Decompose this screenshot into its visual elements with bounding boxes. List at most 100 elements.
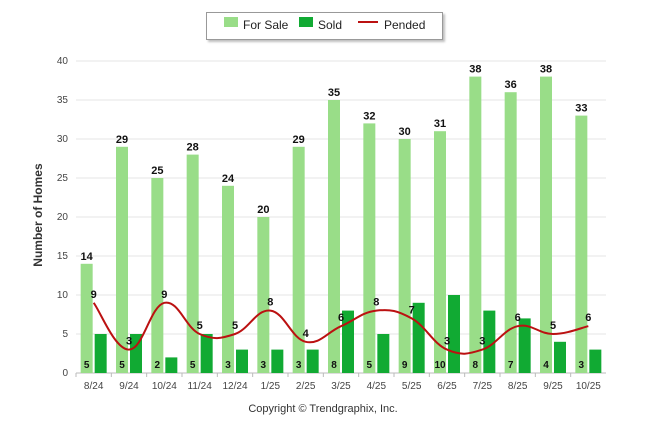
- label-for-sale: 29: [116, 134, 128, 146]
- bar-for-sale: [257, 217, 270, 373]
- line-pended: [92, 301, 589, 355]
- label-sold: 8: [331, 360, 337, 371]
- y-tick-label: 35: [57, 95, 69, 106]
- x-tick-label: 3/25: [331, 381, 351, 392]
- label-pended: 7: [409, 304, 415, 316]
- label-sold: 4: [543, 360, 549, 371]
- y-axis-label: Number of Homes: [31, 163, 45, 267]
- x-tick-label: 8/25: [508, 381, 528, 392]
- label-for-sale: 29: [293, 134, 305, 146]
- label-pended: 6: [515, 312, 521, 324]
- label-for-sale: 35: [328, 87, 340, 99]
- bar-for-sale: [186, 154, 199, 373]
- bar-sold: [306, 349, 319, 373]
- label-for-sale: 14: [81, 251, 94, 263]
- x-tick-label: 7/25: [473, 381, 493, 392]
- bar-sold: [94, 334, 107, 373]
- legend: For Sale Sold Pended: [206, 12, 443, 40]
- x-tick-label: 10/24: [152, 381, 177, 392]
- x-tick-label: 4/25: [367, 381, 387, 392]
- bar-sold: [236, 349, 248, 373]
- label-pended: 5: [550, 320, 556, 332]
- x-tick-label: 2/25: [296, 381, 316, 392]
- bar-for-sale: [80, 263, 93, 373]
- label-pended: 6: [338, 312, 344, 324]
- legend-label-for-sale[interactable]: For Sale: [243, 18, 289, 32]
- bar-for-sale: [328, 100, 340, 373]
- pended-swatch[interactable]: [358, 21, 378, 23]
- bar-for-sale: [469, 76, 482, 373]
- label-sold: 9: [402, 360, 408, 371]
- label-pended: 4: [303, 328, 310, 340]
- label-pended: 3: [444, 336, 450, 348]
- bar-sold: [165, 357, 178, 373]
- bar-sold: [200, 334, 213, 373]
- label-for-sale: 20: [257, 204, 269, 216]
- bar-sold: [342, 310, 354, 373]
- x-tick-label: 10/25: [576, 381, 601, 392]
- y-tick-label: 40: [57, 56, 69, 67]
- label-pended: 8: [267, 297, 273, 309]
- y-tick-label: 15: [57, 251, 69, 262]
- label-for-sale: 38: [469, 64, 481, 76]
- bar-sold: [271, 349, 284, 373]
- bar-sold: [448, 295, 460, 373]
- label-pended: 9: [161, 289, 167, 301]
- label-sold: 10: [434, 360, 446, 371]
- label-for-sale: 24: [222, 173, 235, 185]
- x-tick-label: 1/25: [261, 381, 281, 392]
- bar-sold: [130, 334, 142, 373]
- x-tick-label: 9/25: [543, 381, 563, 392]
- bar-sold: [554, 341, 566, 373]
- legend-label-pended[interactable]: Pended: [384, 18, 426, 32]
- x-tick-label: 11/24: [188, 381, 213, 392]
- label-pended: 9: [91, 289, 97, 301]
- y-tick-label: 20: [57, 212, 69, 223]
- label-for-sale: 25: [151, 165, 163, 177]
- legend-label-sold[interactable]: Sold: [318, 18, 343, 32]
- label-pended: 3: [479, 336, 485, 348]
- for-sale-swatch[interactable]: [224, 17, 238, 27]
- y-tick-label: 10: [57, 290, 69, 301]
- label-pended: 6: [585, 312, 591, 324]
- y-tick-label: 25: [57, 173, 69, 184]
- label-pended: 8: [373, 297, 379, 309]
- label-for-sale: 31: [434, 118, 446, 130]
- bar-for-sale: [540, 76, 552, 373]
- label-pended: 5: [232, 320, 238, 332]
- label-for-sale: 30: [399, 126, 411, 138]
- y-tick-label: 0: [62, 368, 68, 379]
- bar-for-sale: [434, 131, 446, 373]
- label-for-sale: 38: [540, 64, 552, 76]
- x-tick-label: 9/24: [119, 381, 139, 392]
- label-sold: 8: [473, 360, 479, 371]
- label-sold: 3: [296, 360, 302, 371]
- label-sold: 5: [367, 360, 373, 371]
- label-pended: 5: [197, 320, 203, 332]
- label-pended: 3: [126, 336, 132, 348]
- bar-sold: [483, 310, 496, 373]
- bar-for-sale: [292, 146, 305, 373]
- label-sold: 3: [261, 360, 267, 371]
- bar-for-sale: [363, 123, 376, 374]
- y-tick-label: 30: [57, 134, 69, 145]
- bar-sold: [377, 334, 390, 373]
- x-tick-label: 5/25: [402, 381, 422, 392]
- bar-sold: [518, 318, 531, 373]
- x-tick-label: 8/24: [84, 381, 104, 392]
- bar-for-sale: [222, 185, 234, 373]
- sold-swatch[interactable]: [299, 17, 313, 27]
- label-sold: 5: [84, 360, 90, 371]
- label-sold: 5: [119, 360, 125, 371]
- label-sold: 7: [508, 360, 514, 371]
- label-sold: 3: [225, 360, 231, 371]
- bar-for-sale: [504, 92, 517, 373]
- bar-for-sale: [116, 146, 128, 373]
- label-sold: 2: [155, 360, 161, 371]
- copyright: Copyright © Trendgraphix, Inc.: [248, 403, 398, 415]
- x-tick-label: 6/25: [437, 381, 457, 392]
- label-sold: 3: [579, 360, 585, 371]
- label-sold: 5: [190, 360, 196, 371]
- x-tick-label: 12/24: [222, 381, 247, 392]
